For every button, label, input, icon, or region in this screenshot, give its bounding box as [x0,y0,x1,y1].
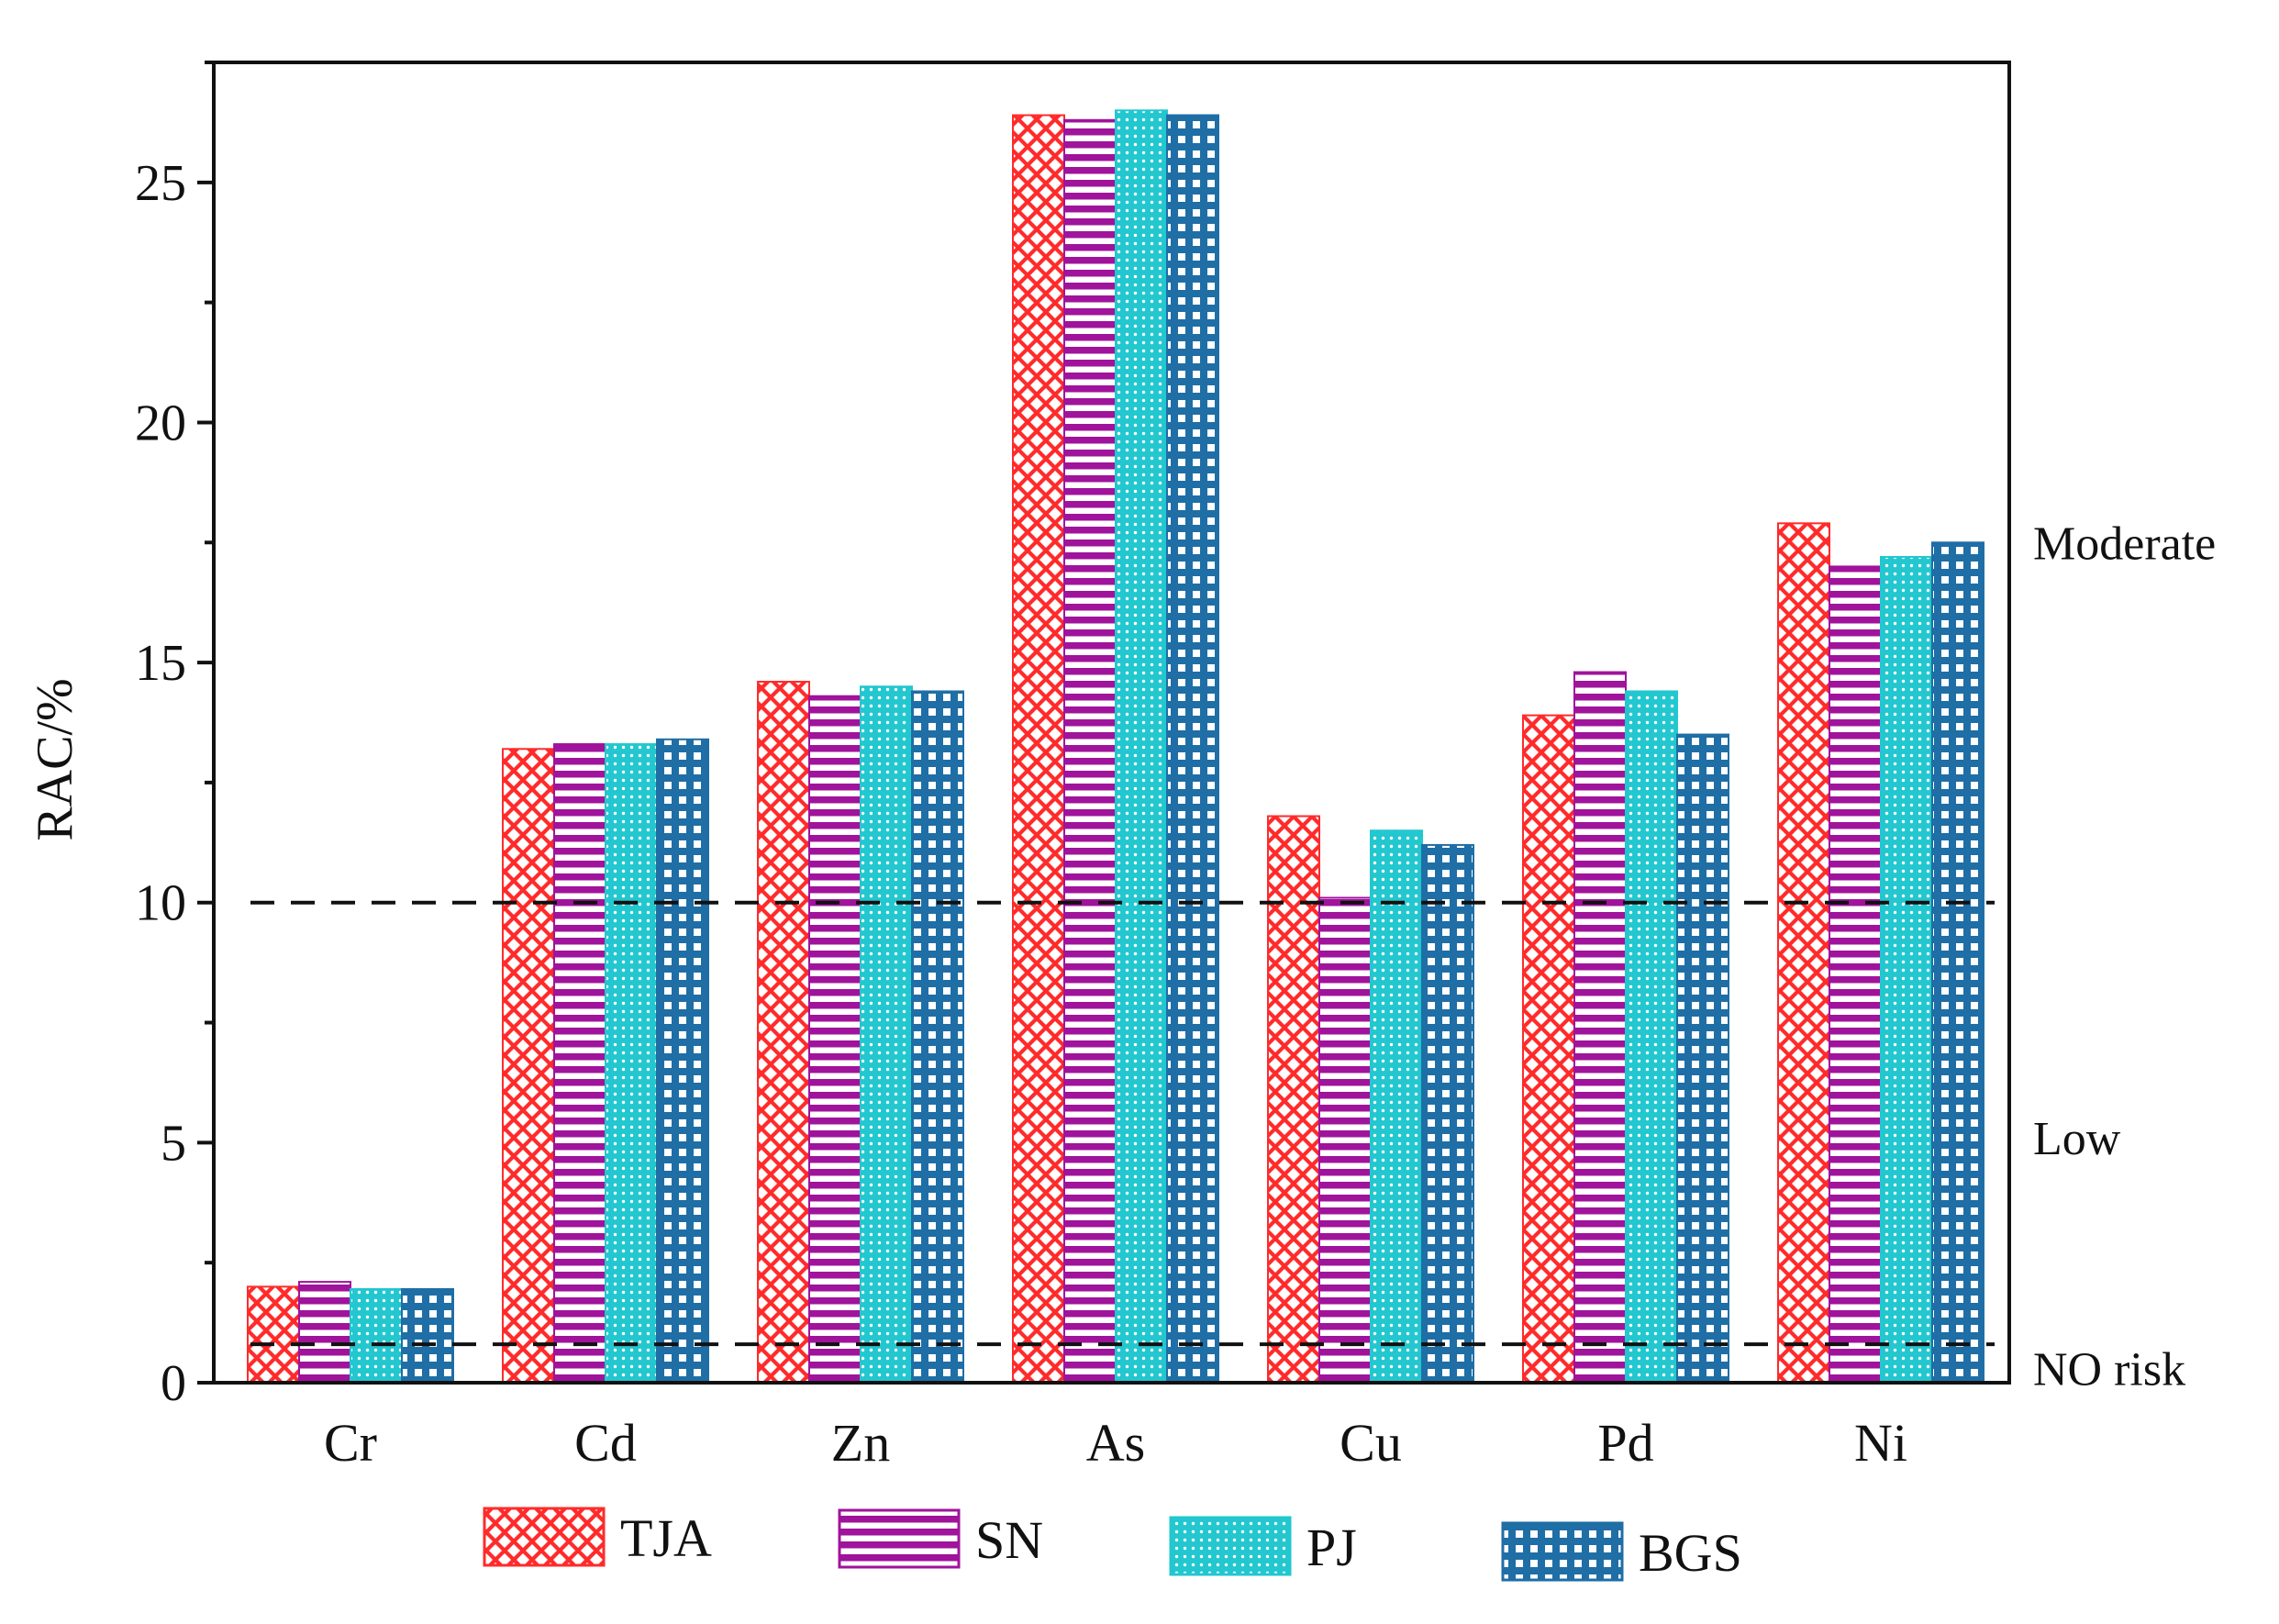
x-category-label: Zn [831,1413,890,1473]
legend-swatch-pj [1169,1516,1292,1576]
bar-cu-sn [1318,896,1372,1384]
x-category-label: Ni [1854,1413,1907,1473]
x-category-label: Cr [324,1413,377,1473]
bar-as-tja [1012,114,1065,1384]
bar-zn-bgs [911,690,964,1384]
bar-pd-pj [1625,690,1678,1384]
legend-swatch-bgs [1501,1521,1624,1582]
bar-cd-bgs [656,738,709,1384]
x-category-label: Cd [574,1413,637,1473]
bar-ni-pj [1880,555,1933,1384]
zone-label: Low [2033,1113,2121,1165]
y-tick-label: 15 [135,635,186,692]
y-axis-ticks: 0 5 10 15 20 25 [135,61,214,1412]
y-tick-label: 0 [161,1355,186,1412]
plot-border [212,61,2011,1385]
bar-as-sn [1063,118,1117,1384]
legend-label-tja: TJA [620,1508,712,1568]
reference-lines [250,900,1995,1347]
bar-cu-bgs [1421,843,1474,1384]
bar-cd-sn [553,743,606,1384]
bar-pd-sn [1573,671,1627,1384]
legend-swatch-sn [838,1508,961,1569]
bar-zn-sn [808,695,862,1384]
bar-cu-pj [1370,829,1423,1384]
y-axis-title: RAC/% [27,678,83,840]
x-axis-labels: Cr Cd Zn As Cu Pd Ni [324,1413,1907,1473]
bar-cr-pj [350,1287,403,1384]
bar-cd-tja [502,748,555,1384]
bar-cd-pj [605,743,658,1384]
bar-zn-pj [860,685,913,1384]
y-tick-label: 10 [135,875,186,932]
bar-as-pj [1115,109,1168,1384]
y-tick-label: 5 [161,1115,186,1172]
legend-label-bgs: BGS [1639,1523,1742,1583]
bar-ni-bgs [1931,541,1984,1384]
bar-as-bgs [1166,114,1219,1384]
bar-pd-bgs [1676,733,1729,1384]
bar-cr-tja [247,1285,300,1385]
legend-label-pj: PJ [1306,1518,1357,1577]
bar-ni-sn [1829,565,1882,1384]
x-category-label: Pd [1597,1413,1653,1473]
y-tick-label: 25 [135,155,186,212]
bar-cr-sn [298,1281,351,1384]
zone-label: NO risk [2033,1343,2185,1396]
plot-frame [212,61,2011,1385]
bars-layer [247,109,1984,1385]
bar-cu-tja [1267,815,1320,1384]
zone-label: Moderate [2033,517,2216,570]
bar-ni-tja [1777,522,1830,1384]
legend-label-sn: SN [975,1510,1043,1570]
x-category-label: Cu [1340,1413,1402,1473]
bar-pd-tja [1522,714,1575,1384]
y-tick-label: 20 [135,395,186,451]
legend: TJA SN PJ BGS [483,1507,1742,1583]
bar-cr-bgs [401,1287,454,1384]
legend-swatch-tja [483,1507,606,1567]
risk-zone-labels: Moderate Low NO risk [2033,517,2216,1396]
x-category-label: As [1086,1413,1145,1473]
bar-zn-tja [757,681,810,1384]
